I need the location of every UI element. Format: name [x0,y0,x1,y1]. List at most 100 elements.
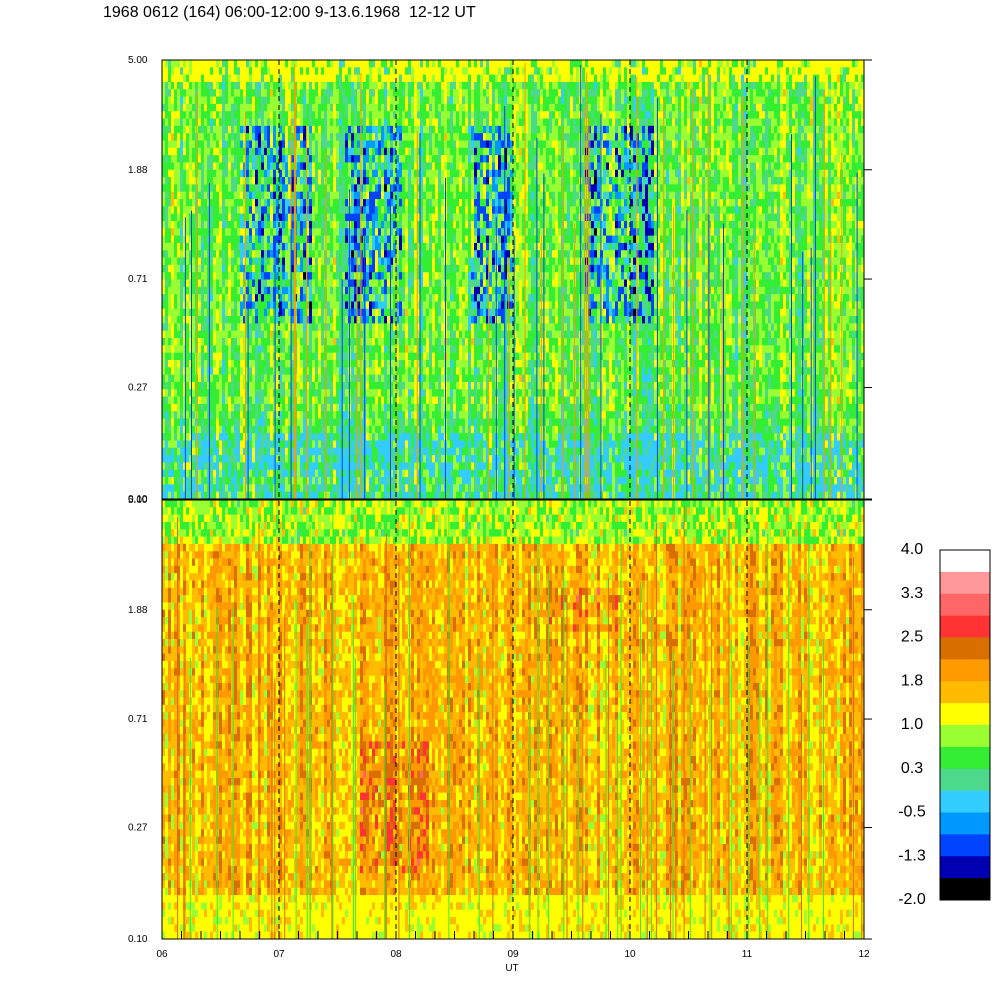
heatmap-cell [849,177,853,185]
heatmap-cell [801,125,805,134]
heatmap-cell [618,89,622,97]
heatmap-cell [831,191,835,200]
heatmap-cell [744,60,748,68]
heatmap-cell [312,111,316,119]
heatmap-cell [423,162,427,171]
heatmap-cell [744,133,748,141]
heatmap-cell [180,89,184,97]
heatmap-cell [516,199,520,207]
heatmap-cell [801,89,805,97]
heatmap-cell [432,118,436,127]
heatmap-cell [753,96,757,105]
heatmap-cell [828,191,832,200]
heatmap-cell [786,177,790,185]
heatmap-cell [681,206,685,214]
heatmap-cell [600,184,604,192]
heatmap-cell [507,133,511,141]
heatmap-cell [792,60,796,68]
heatmap-cell [684,125,688,134]
heatmap-cell [615,184,619,192]
heatmap-cell [834,184,838,192]
heatmap-cell [660,81,664,90]
heatmap-cell [534,155,538,163]
heatmap-cell [228,140,232,149]
heatmap-cell [492,206,496,214]
heatmap-cell [345,147,349,156]
heatmap-cell [255,191,259,200]
heatmap-cell [735,89,739,97]
heatmap-cell [375,81,379,90]
heatmap-cell [651,199,655,207]
heatmap-cell [507,103,511,112]
heatmap-cell [714,74,718,83]
heatmap-cell [654,206,658,214]
heatmap-cell [570,89,574,97]
heatmap-cell [609,89,613,97]
heatmap-cell [162,184,166,192]
heatmap-cell [468,184,472,192]
heatmap-cell [789,140,793,149]
heatmap-cell [498,89,502,97]
heatmap-cell [177,74,181,83]
heatmap-cell [678,60,682,68]
heatmap-cell [237,103,241,112]
heatmap-cell [849,162,853,171]
heatmap-cell [426,184,430,192]
heatmap-cell [165,60,169,68]
heatmap-cell [264,169,268,178]
heatmap-cell [345,125,349,134]
heatmap-cell [177,118,181,127]
heatmap-cell [300,169,304,178]
heatmap-cell [435,74,439,83]
heatmap-cell [453,81,457,90]
heatmap-cell [213,140,217,149]
heatmap-cell [369,140,373,149]
heatmap-cell [840,60,844,68]
heatmap-cell [246,191,250,200]
heatmap-cell [291,191,295,200]
heatmap-cell [801,169,805,178]
heatmap-cell [384,206,388,214]
heatmap-cell [657,199,661,207]
heatmap-cell [561,96,565,105]
heatmap-cell [546,199,550,207]
heatmap-cell [471,147,475,156]
heatmap-cell [603,103,607,112]
heatmap-cell [438,60,442,68]
heatmap-cell [792,125,796,134]
heatmap-cell [264,74,268,83]
heatmap-cell [546,118,550,127]
heatmap-cell [792,118,796,127]
heatmap-cell [594,140,598,149]
heatmap-cell [447,81,451,90]
heatmap-cell [549,147,553,156]
heatmap-cell [591,191,595,200]
heatmap-cell [483,89,487,97]
heatmap-cell [501,118,505,127]
heatmap-cell [774,60,778,68]
heatmap-cell [828,103,832,112]
heatmap-cell [192,60,196,68]
heatmap-cell [465,89,469,97]
heatmap-cell [183,103,187,112]
heatmap-cell [288,140,292,149]
heatmap-cell [273,103,277,112]
heatmap-cell [396,169,400,178]
heatmap-cell [234,162,238,171]
heatmap-cell [438,177,442,185]
heatmap-cell [834,206,838,214]
heatmap-cell [243,191,247,200]
heatmap-cell [834,162,838,171]
heatmap-cell [711,199,715,207]
heatmap-cell [270,199,274,207]
heatmap-cell [507,177,511,185]
heatmap-cell [342,177,346,185]
heatmap-cell [606,147,610,156]
heatmap-cell [795,74,799,83]
heatmap-cell [315,60,319,68]
heatmap-cell [174,89,178,97]
heatmap-cell [537,89,541,97]
heatmap-cell [390,125,394,134]
heatmap-cell [858,125,862,134]
heatmap-cell [276,206,280,214]
